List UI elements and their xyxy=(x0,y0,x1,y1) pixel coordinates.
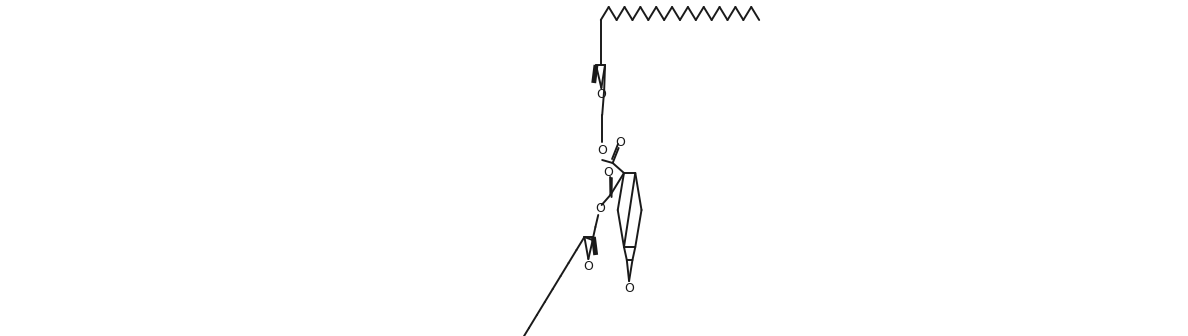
Text: O: O xyxy=(604,166,613,178)
Text: O: O xyxy=(595,203,605,215)
Text: O: O xyxy=(596,87,606,100)
Text: O: O xyxy=(615,136,626,150)
Text: O: O xyxy=(598,144,607,158)
Text: O: O xyxy=(583,260,593,274)
Text: O: O xyxy=(624,283,634,295)
